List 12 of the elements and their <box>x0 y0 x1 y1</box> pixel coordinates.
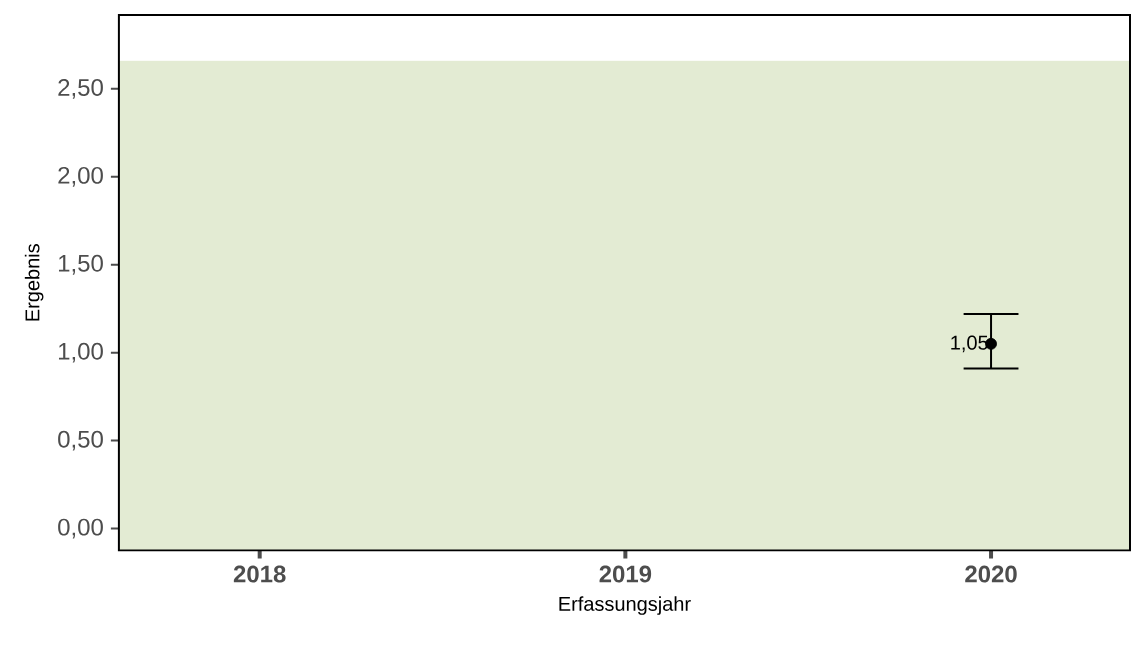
x-tick-label: 2020 <box>965 565 1017 583</box>
x-tick-label: 2018 <box>233 565 286 583</box>
y-tick-label: 0,00 <box>58 518 103 539</box>
x-tick-label: 2019 <box>599 565 652 583</box>
y-tick-label: 1,00 <box>58 342 103 363</box>
y-tick-label: 1,50 <box>58 254 103 275</box>
y-tick-label: 2,00 <box>58 166 103 187</box>
y-tick-label: 2,50 <box>58 78 103 99</box>
y-axis-title: Ergebnis <box>24 243 44 321</box>
data-label: 1,05 <box>951 335 988 352</box>
y-tick-label: 0,50 <box>58 430 103 451</box>
x-axis-title: Erfassungsjahr <box>559 596 691 615</box>
